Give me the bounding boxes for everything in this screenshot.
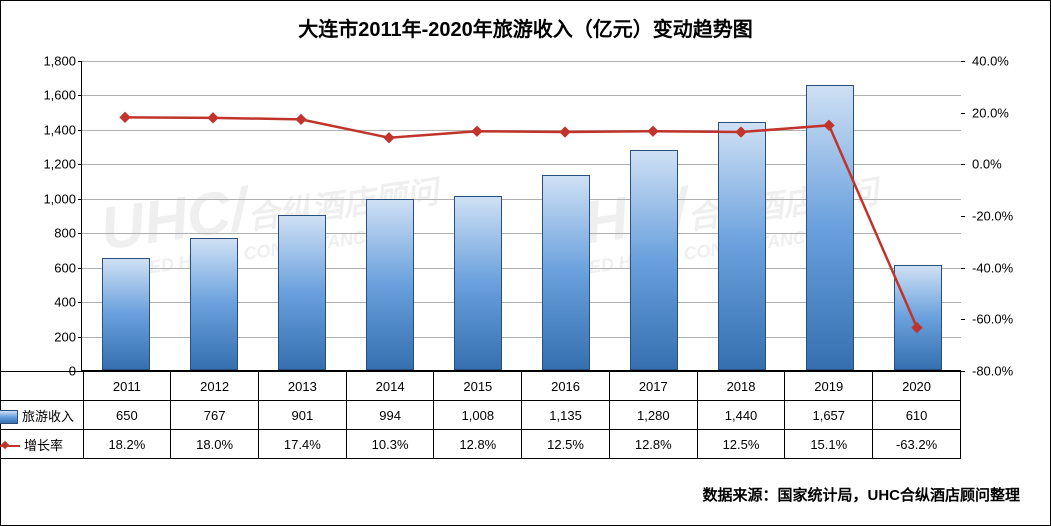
line-legend-label: 增长率 bbox=[24, 438, 63, 453]
y2-axis-label: -40.0% bbox=[972, 260, 1032, 275]
revenue-cell: 1,008 bbox=[434, 401, 522, 430]
line-marker bbox=[383, 132, 394, 143]
category-cell: 2014 bbox=[346, 372, 434, 401]
y2-axis-label: 20.0% bbox=[972, 105, 1032, 120]
line-marker bbox=[647, 126, 658, 137]
y1-axis-label: 800 bbox=[16, 226, 76, 241]
y2-axis-label: 0.0% bbox=[972, 157, 1032, 172]
y1-axis-label: 1,600 bbox=[16, 88, 76, 103]
y1-axis-label: 600 bbox=[16, 260, 76, 275]
category-cell: 2011 bbox=[83, 372, 171, 401]
y1-axis-label: 1,800 bbox=[16, 54, 76, 69]
line-marker bbox=[911, 322, 922, 333]
revenue-cell: 1,440 bbox=[697, 401, 785, 430]
y2-tick bbox=[961, 319, 965, 320]
y2-tick bbox=[961, 371, 965, 372]
growth-cell: 12.8% bbox=[609, 430, 697, 459]
category-cell: 2017 bbox=[609, 372, 697, 401]
growth-cell: 12.8% bbox=[434, 430, 522, 459]
growth-cell: -63.2% bbox=[873, 430, 961, 459]
y2-tick bbox=[961, 113, 965, 114]
source-text: 数据来源：国家统计局，UHC合纵酒店顾问整理 bbox=[703, 484, 1021, 505]
y2-tick bbox=[961, 164, 965, 165]
category-cell: 2019 bbox=[785, 372, 873, 401]
y2-axis-label: 40.0% bbox=[972, 54, 1032, 69]
revenue-cell: 1,135 bbox=[522, 401, 610, 430]
revenue-cell: 1,280 bbox=[609, 401, 697, 430]
revenue-cell: 767 bbox=[171, 401, 259, 430]
growth-cell: 10.3% bbox=[346, 430, 434, 459]
line-marker bbox=[735, 126, 746, 137]
growth-cell: 12.5% bbox=[522, 430, 610, 459]
y2-axis-label: -20.0% bbox=[972, 209, 1032, 224]
line-marker bbox=[823, 120, 834, 131]
y2-tick bbox=[961, 216, 965, 217]
chart-title: 大连市2011年-2020年旅游收入（亿元）变动趋势图 bbox=[1, 1, 1050, 50]
table-header-row: 2011201220132014201520162017201820192020 bbox=[0, 372, 961, 401]
legend-bar-cell: 旅游收入 bbox=[0, 401, 83, 430]
line-marker bbox=[119, 112, 130, 123]
y2-tick bbox=[961, 61, 965, 62]
revenue-cell: 650 bbox=[83, 401, 171, 430]
line-series-svg bbox=[81, 61, 961, 371]
y2-axis-label: -80.0% bbox=[972, 364, 1032, 379]
growth-cell: 17.4% bbox=[258, 430, 346, 459]
y2-tick bbox=[961, 268, 965, 269]
growth-cell: 18.0% bbox=[171, 430, 259, 459]
table-row-growth: 增长率18.2%18.0%17.4%10.3%12.8%12.5%12.8%12… bbox=[0, 430, 961, 459]
category-cell: 2018 bbox=[697, 372, 785, 401]
revenue-cell: 994 bbox=[346, 401, 434, 430]
growth-rate-line bbox=[125, 117, 917, 327]
y1-axis-label: 200 bbox=[16, 329, 76, 344]
legend-line-cell: 增长率 bbox=[0, 430, 83, 459]
line-marker bbox=[471, 126, 482, 137]
revenue-cell: 1,657 bbox=[785, 401, 873, 430]
line-marker bbox=[295, 114, 306, 125]
growth-cell: 18.2% bbox=[83, 430, 171, 459]
plot-wrap: 02004006008001,0001,2001,4001,6001,800-8… bbox=[81, 61, 961, 371]
y1-axis-label: 1,200 bbox=[16, 157, 76, 172]
data-table: 2011201220132014201520162017201820192020… bbox=[0, 371, 961, 459]
line-marker bbox=[559, 126, 570, 137]
y2-axis-label: -60.0% bbox=[972, 312, 1032, 327]
category-cell: 2012 bbox=[171, 372, 259, 401]
category-cell: 2020 bbox=[873, 372, 961, 401]
legend-blank bbox=[0, 372, 83, 401]
line-marker bbox=[207, 112, 218, 123]
bar-legend-label: 旅游收入 bbox=[22, 409, 74, 424]
y1-axis-label: 1,000 bbox=[16, 191, 76, 206]
revenue-cell: 610 bbox=[873, 401, 961, 430]
growth-cell: 15.1% bbox=[785, 430, 873, 459]
y1-axis-label: 1,400 bbox=[16, 122, 76, 137]
bar-legend-icon bbox=[0, 410, 18, 424]
y1-axis-label: 400 bbox=[16, 295, 76, 310]
category-cell: 2015 bbox=[434, 372, 522, 401]
revenue-cell: 901 bbox=[258, 401, 346, 430]
chart-container: 大连市2011年-2020年旅游收入（亿元）变动趋势图 UHC/合纵酒店顾问 U… bbox=[0, 0, 1051, 526]
line-legend-icon bbox=[0, 440, 20, 452]
category-cell: 2016 bbox=[522, 372, 610, 401]
table-row-revenue: 旅游收入 6507679019941,0081,1351,2801,4401,65… bbox=[0, 401, 961, 430]
category-cell: 2013 bbox=[258, 372, 346, 401]
growth-cell: 12.5% bbox=[697, 430, 785, 459]
